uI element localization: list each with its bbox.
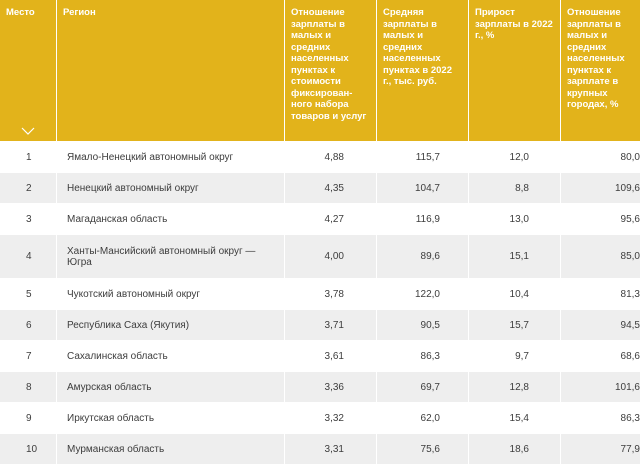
cell-ratio: 3,61 xyxy=(284,340,376,371)
cell-place: 4 xyxy=(0,234,56,278)
header-region-label: Регион xyxy=(63,7,96,18)
table-row: 3 Магаданская область 4,27 116,9 13,0 95… xyxy=(0,203,640,234)
cell-big-cities: 77,9 xyxy=(560,433,640,464)
cell-ratio: 4,00 xyxy=(284,234,376,278)
cell-ratio: 3,78 xyxy=(284,278,376,309)
cell-region: Мурманская область xyxy=(56,433,284,464)
cell-salary: 69,7 xyxy=(376,371,468,402)
cell-growth: 12,8 xyxy=(468,371,560,402)
table-body: 1 Ямало-Ненецкий автономный округ 4,88 1… xyxy=(0,141,640,464)
header-region[interactable]: Регион xyxy=(56,0,284,141)
table-header: Место Регион Отношение зарплаты в малых … xyxy=(0,0,640,141)
cell-big-cities: 101,6 xyxy=(560,371,640,402)
cell-region: Ненецкий автономный округ xyxy=(56,172,284,203)
cell-growth: 18,6 xyxy=(468,433,560,464)
cell-ratio: 4,27 xyxy=(284,203,376,234)
cell-region: Амурская область xyxy=(56,371,284,402)
cell-place: 9 xyxy=(0,402,56,433)
header-place[interactable]: Место xyxy=(0,0,56,141)
cell-salary: 90,5 xyxy=(376,309,468,340)
cell-big-cities: 80,0 xyxy=(560,141,640,172)
header-big-cities-label: Отношение зарплаты в малых и средних нас… xyxy=(567,7,625,110)
header-ratio[interactable]: Отношение зарплаты в малых и средних нас… xyxy=(284,0,376,141)
cell-growth: 12,0 xyxy=(468,141,560,172)
cell-big-cities: 86,3 xyxy=(560,402,640,433)
header-ratio-label: Отношение зарплаты в малых и средних нас… xyxy=(291,7,367,122)
cell-big-cities: 85,0 xyxy=(560,234,640,278)
header-growth[interactable]: Прирост зарплаты в 2022 г., % xyxy=(468,0,560,141)
table-row: 7 Сахалинская область 3,61 86,3 9,7 68,6 xyxy=(0,340,640,371)
table-row: 9 Иркутская область 3,32 62,0 15,4 86,3 xyxy=(0,402,640,433)
cell-ratio: 3,71 xyxy=(284,309,376,340)
cell-region: Иркутская область xyxy=(56,402,284,433)
cell-salary: 104,7 xyxy=(376,172,468,203)
header-growth-label: Прирост зарплаты в 2022 г., % xyxy=(475,7,553,41)
cell-big-cities: 95,6 xyxy=(560,203,640,234)
cell-region: Ханты-Мансийский автономный округ — Югра xyxy=(56,234,284,278)
header-salary-label: Средняя зарплаты в малых и средних насел… xyxy=(383,7,452,87)
cell-salary: 89,6 xyxy=(376,234,468,278)
cell-place: 10 xyxy=(0,433,56,464)
cell-place: 5 xyxy=(0,278,56,309)
cell-growth: 9,7 xyxy=(468,340,560,371)
cell-place: 8 xyxy=(0,371,56,402)
table-row: 10 Мурманская область 3,31 75,6 18,6 77,… xyxy=(0,433,640,464)
cell-salary: 75,6 xyxy=(376,433,468,464)
cell-growth: 15,1 xyxy=(468,234,560,278)
cell-ratio: 3,36 xyxy=(284,371,376,402)
cell-growth: 15,7 xyxy=(468,309,560,340)
cell-place: 6 xyxy=(0,309,56,340)
cell-region: Ямало-Ненецкий автономный округ xyxy=(56,141,284,172)
table-row: 4 Ханты-Мансийский автономный округ — Юг… xyxy=(0,234,640,278)
header-big-cities[interactable]: Отношение зарплаты в малых и средних нас… xyxy=(560,0,640,141)
table-row: 2 Ненецкий автономный округ 4,35 104,7 8… xyxy=(0,172,640,203)
cell-place: 1 xyxy=(0,141,56,172)
cell-place: 2 xyxy=(0,172,56,203)
table-row: 1 Ямало-Ненецкий автономный округ 4,88 1… xyxy=(0,141,640,172)
cell-region: Сахалинская область xyxy=(56,340,284,371)
cell-place: 3 xyxy=(0,203,56,234)
cell-growth: 13,0 xyxy=(468,203,560,234)
cell-ratio: 4,35 xyxy=(284,172,376,203)
cell-growth: 10,4 xyxy=(468,278,560,309)
cell-growth: 8,8 xyxy=(468,172,560,203)
table-row: 8 Амурская область 3,36 69,7 12,8 101,6 xyxy=(0,371,640,402)
header-salary[interactable]: Средняя зарплаты в малых и средних насел… xyxy=(376,0,468,141)
header-place-label: Место xyxy=(6,7,35,18)
cell-region: Чукотский автономный округ xyxy=(56,278,284,309)
cell-salary: 62,0 xyxy=(376,402,468,433)
cell-salary: 115,7 xyxy=(376,141,468,172)
cell-salary: 86,3 xyxy=(376,340,468,371)
cell-big-cities: 81,3 xyxy=(560,278,640,309)
table-row: 5 Чукотский автономный округ 3,78 122,0 … xyxy=(0,278,640,309)
cell-salary: 122,0 xyxy=(376,278,468,309)
chevron-down-icon[interactable] xyxy=(21,127,35,135)
cell-salary: 116,9 xyxy=(376,203,468,234)
cell-region: Республика Саха (Якутия) xyxy=(56,309,284,340)
cell-ratio: 3,31 xyxy=(284,433,376,464)
cell-big-cities: 68,6 xyxy=(560,340,640,371)
cell-ratio: 3,32 xyxy=(284,402,376,433)
cell-place: 7 xyxy=(0,340,56,371)
cell-big-cities: 109,6 xyxy=(560,172,640,203)
table-row: 6 Республика Саха (Якутия) 3,71 90,5 15,… xyxy=(0,309,640,340)
cell-growth: 15,4 xyxy=(468,402,560,433)
cell-region: Магаданская область xyxy=(56,203,284,234)
cell-big-cities: 94,5 xyxy=(560,309,640,340)
cell-ratio: 4,88 xyxy=(284,141,376,172)
